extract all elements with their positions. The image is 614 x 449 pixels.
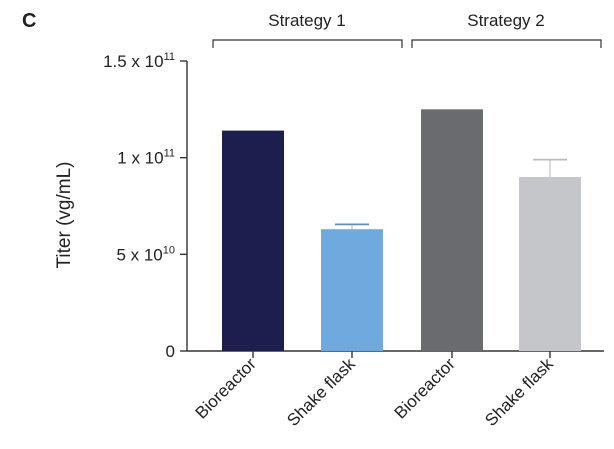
group-label-strategy-2: Strategy 2 bbox=[467, 11, 545, 30]
panel-label: C bbox=[22, 10, 36, 32]
bar-4 bbox=[519, 177, 581, 351]
x-tick-label: Bioreactor bbox=[391, 354, 459, 422]
y-axis-label: Titer (vg/mL) bbox=[54, 162, 75, 269]
group-label-strategy-1: Strategy 1 bbox=[268, 11, 346, 30]
y-tick-label: 5 x 1010 bbox=[116, 244, 175, 264]
bars bbox=[222, 109, 581, 351]
x-tick-label: Shake flask bbox=[481, 354, 557, 430]
y-tick-exponent: 10 bbox=[163, 244, 175, 256]
group-bracket-strategy-2: Strategy 2 bbox=[411, 11, 602, 48]
y-tick-mantissa: 1 x 10 bbox=[117, 149, 163, 168]
group-bracket-strategy-1: Strategy 1 bbox=[212, 11, 403, 48]
bar-2 bbox=[321, 229, 383, 351]
y-tick-exponent: 11 bbox=[164, 148, 175, 160]
x-ticks: Bioreactor Shake flask Bioreactor Shake fla… bbox=[192, 351, 557, 430]
y-tick-mantissa: 1.5 x 10 bbox=[103, 52, 164, 71]
bar-1 bbox=[222, 130, 284, 351]
x-tick-label: Bioreactor bbox=[192, 354, 260, 422]
y-tick-exponent: 11 bbox=[164, 51, 175, 63]
y-tick-mantissa: 0 bbox=[166, 342, 175, 361]
y-tick-label: 1 x 1011 bbox=[117, 148, 175, 168]
bar-3 bbox=[421, 109, 483, 351]
y-tick-label: 1.5 x 1011 bbox=[103, 51, 175, 71]
y-tick-label: 0 bbox=[166, 342, 175, 361]
y-tick-mantissa: 5 x 10 bbox=[116, 245, 162, 264]
x-tick-label: Shake flask bbox=[283, 354, 359, 430]
